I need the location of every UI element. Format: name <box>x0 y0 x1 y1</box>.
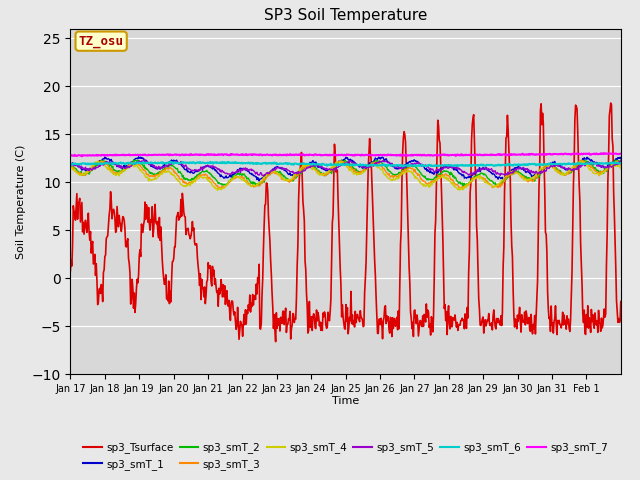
sp3_smT_2 <box>280 173 288 179</box>
sp3_smT_7 <box>403 153 411 158</box>
sp3_Tsurface <box>260 246 268 252</box>
sp3_smT_2 <box>459 183 467 189</box>
Line: sp3_smT_3: sp3_smT_3 <box>70 160 621 189</box>
sp3_smT_1 <box>233 168 241 174</box>
sp3_smT_7 <box>67 153 74 158</box>
sp3_smT_7 <box>617 151 625 156</box>
sp3_smT_1 <box>617 156 625 162</box>
sp3_smT_6 <box>233 160 241 166</box>
sp3_smT_1 <box>404 161 412 167</box>
sp3_smT_1 <box>261 173 269 179</box>
Line: sp3_smT_1: sp3_smT_1 <box>70 157 621 181</box>
sp3_Tsurface <box>232 326 240 332</box>
sp3_smT_5 <box>140 156 148 162</box>
sp3_smT_2 <box>131 157 139 163</box>
sp3_smT_4 <box>434 175 442 180</box>
sp3_smT_5 <box>131 161 139 167</box>
sp3_smT_6 <box>131 160 139 166</box>
sp3_smT_3 <box>216 186 224 192</box>
Line: sp3_smT_5: sp3_smT_5 <box>70 159 621 176</box>
sp3_smT_2 <box>232 171 240 177</box>
sp3_smT_4 <box>67 165 74 170</box>
sp3_smT_4 <box>403 169 411 175</box>
sp3_Tsurface <box>607 100 614 106</box>
sp3_smT_7 <box>281 152 289 158</box>
sp3_smT_1 <box>131 156 139 162</box>
sp3_smT_7 <box>233 151 241 157</box>
Line: sp3_smT_2: sp3_smT_2 <box>70 160 621 186</box>
sp3_smT_5 <box>617 158 625 164</box>
sp3_smT_4 <box>131 161 139 167</box>
sp3_smT_5 <box>261 172 269 178</box>
sp3_smT_6 <box>404 162 412 168</box>
Line: sp3_smT_6: sp3_smT_6 <box>70 162 621 167</box>
sp3_Tsurface <box>281 312 289 318</box>
sp3_smT_3 <box>281 177 289 183</box>
Legend: sp3_Tsurface, sp3_smT_1, sp3_smT_2, sp3_smT_3, sp3_smT_4, sp3_smT_5, sp3_smT_6, : sp3_Tsurface, sp3_smT_1, sp3_smT_2, sp3_… <box>79 438 612 474</box>
sp3_smT_2 <box>338 157 346 163</box>
sp3_smT_3 <box>434 176 442 181</box>
sp3_smT_6 <box>260 160 268 166</box>
sp3_smT_5 <box>282 167 289 172</box>
sp3_smT_2 <box>403 165 411 170</box>
sp3_smT_5 <box>404 162 412 168</box>
sp3_smT_7 <box>434 153 442 158</box>
Line: sp3_smT_4: sp3_smT_4 <box>70 161 621 191</box>
Text: TZ_osu: TZ_osu <box>79 35 124 48</box>
sp3_smT_6 <box>617 160 625 166</box>
sp3_smT_7 <box>132 152 140 157</box>
sp3_Tsurface <box>434 117 442 123</box>
sp3_smT_2 <box>617 159 625 165</box>
sp3_smT_1 <box>282 168 289 173</box>
sp3_smT_1 <box>135 154 143 160</box>
sp3_smT_3 <box>403 166 411 172</box>
sp3_smT_3 <box>579 157 587 163</box>
sp3_smT_6 <box>435 163 442 168</box>
sp3_smT_6 <box>67 162 74 168</box>
sp3_smT_4 <box>577 158 585 164</box>
Y-axis label: Soil Temperature (C): Soil Temperature (C) <box>16 144 26 259</box>
sp3_smT_3 <box>131 161 139 167</box>
sp3_smT_3 <box>260 175 268 181</box>
sp3_smT_7 <box>600 150 608 156</box>
sp3_Tsurface <box>403 184 411 190</box>
sp3_smT_4 <box>260 176 268 181</box>
sp3_smT_2 <box>260 178 268 184</box>
sp3_smT_5 <box>67 164 74 170</box>
sp3_smT_6 <box>399 164 406 169</box>
sp3_smT_4 <box>214 188 221 193</box>
sp3_Tsurface <box>272 339 280 345</box>
sp3_smT_3 <box>233 173 241 179</box>
sp3_smT_4 <box>617 166 625 171</box>
sp3_smT_5 <box>260 173 268 179</box>
sp3_smT_1 <box>435 169 442 175</box>
sp3_smT_6 <box>219 159 227 165</box>
sp3_smT_1 <box>67 161 74 167</box>
sp3_Tsurface <box>617 299 625 304</box>
sp3_smT_2 <box>434 173 442 179</box>
sp3_smT_7 <box>260 152 268 158</box>
sp3_smT_2 <box>67 162 74 168</box>
sp3_smT_3 <box>617 163 625 168</box>
sp3_smT_5 <box>233 170 241 176</box>
sp3_smT_3 <box>67 165 74 170</box>
sp3_Tsurface <box>131 310 139 315</box>
sp3_smT_5 <box>435 167 442 173</box>
sp3_smT_4 <box>233 174 241 180</box>
X-axis label: Time: Time <box>332 396 359 406</box>
Line: sp3_Tsurface: sp3_Tsurface <box>70 103 621 342</box>
sp3_smT_7 <box>78 154 86 159</box>
sp3_smT_1 <box>255 178 263 184</box>
Title: SP3 Soil Temperature: SP3 Soil Temperature <box>264 9 428 24</box>
sp3_smT_4 <box>281 178 289 183</box>
sp3_smT_6 <box>281 160 289 166</box>
sp3_Tsurface <box>67 268 74 274</box>
Line: sp3_smT_7: sp3_smT_7 <box>70 153 621 156</box>
